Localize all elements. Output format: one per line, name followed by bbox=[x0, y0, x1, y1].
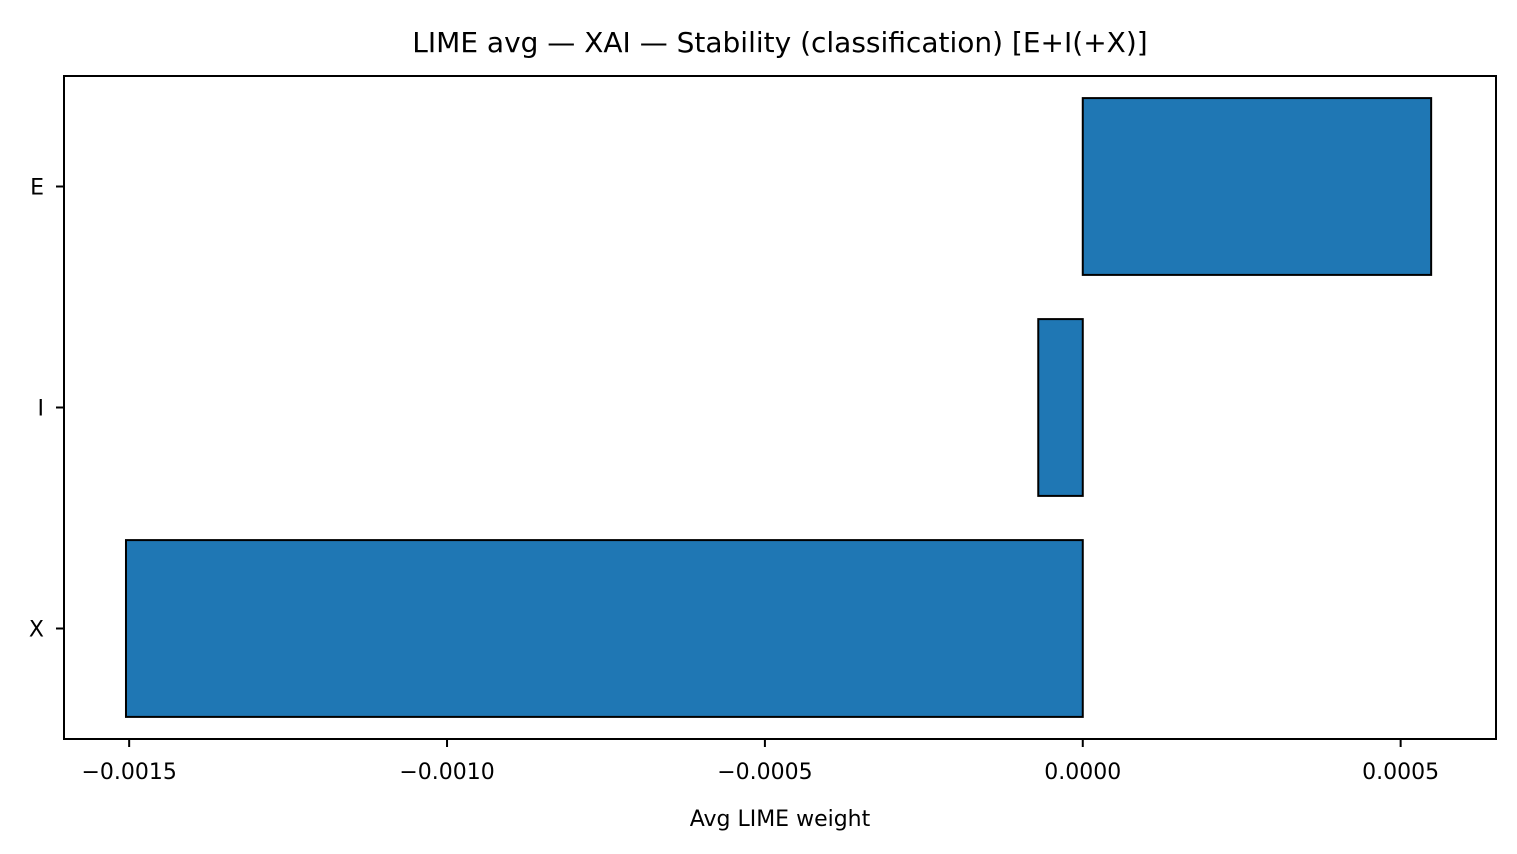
y-tick-label-I: I bbox=[38, 397, 45, 422]
bars-group bbox=[124, 97, 1433, 718]
bar-I bbox=[1037, 318, 1084, 497]
y-tick-label-X: X bbox=[29, 618, 44, 643]
x-tick-label-0: −0.0015 bbox=[81, 760, 176, 785]
x-tick-label-3: 0.0000 bbox=[1044, 760, 1121, 785]
chart-title: LIME avg — XAI — Stability (classificati… bbox=[412, 26, 1147, 59]
x-axis-label: Avg LIME weight bbox=[690, 807, 871, 832]
x-axis: −0.0015 −0.0010 −0.0005 0.0000 0.0005 bbox=[81, 739, 1439, 785]
x-tick-label-2: −0.0005 bbox=[717, 760, 812, 785]
x-tick-label-4: 0.0005 bbox=[1362, 760, 1439, 785]
y-tick-label-E: E bbox=[30, 176, 44, 201]
y-axis: E I X bbox=[29, 176, 64, 643]
x-tick-label-1: −0.0010 bbox=[399, 760, 494, 785]
bar-X bbox=[124, 539, 1084, 718]
bar-E bbox=[1081, 97, 1433, 276]
